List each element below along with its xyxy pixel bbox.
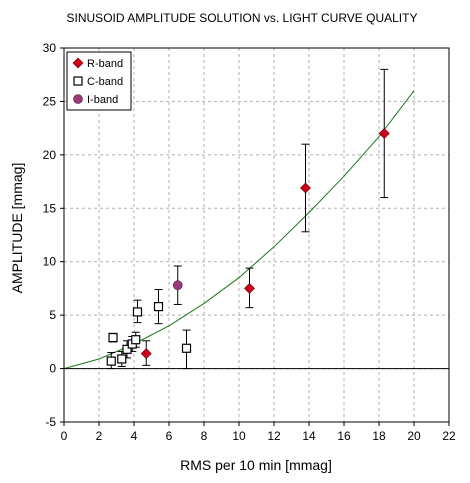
data-points (106, 128, 390, 366)
data-point-square (106, 356, 116, 366)
data-point-diamond (244, 283, 255, 294)
x-tick-label: 6 (166, 429, 173, 443)
y-axis-label: AMPLITUDE [mmag] (9, 163, 25, 294)
grid-lines (64, 48, 449, 422)
x-tick-label: 18 (372, 429, 386, 443)
data-point-diamond (378, 128, 390, 139)
data-point-square (122, 344, 132, 354)
error-bars (107, 68, 389, 370)
x-tick-label: 8 (201, 429, 208, 443)
x-tick-label: 14 (302, 429, 316, 443)
data-point-square (131, 335, 141, 345)
y-tick-label: 25 (43, 94, 57, 108)
y-tick-label: -5 (45, 415, 56, 429)
legend-marker-square (73, 76, 83, 86)
y-tick-label: 15 (43, 201, 57, 215)
legend-label: R-band (87, 58, 123, 70)
x-tick-label: 10 (232, 429, 246, 443)
data-point-square (108, 332, 118, 343)
x-tick-label: 4 (131, 429, 138, 443)
x-tick-label: 20 (407, 429, 421, 443)
x-axis-label: RMS per 10 min [mmag] (180, 457, 332, 473)
y-tick-label: 20 (43, 148, 57, 162)
y-tick-label: 30 (43, 41, 57, 55)
x-tick-label: 0 (61, 429, 68, 443)
y-tick-label: 5 (49, 308, 56, 322)
trend-line (63, 90, 415, 370)
y-tick-label: 10 (43, 255, 57, 269)
data-point-square (153, 301, 164, 312)
x-tick-label: 16 (337, 429, 351, 443)
legend-marker-circle (73, 94, 83, 104)
y-tick-label: 0 (49, 362, 56, 376)
plot-frame (63, 47, 450, 423)
plot-border (63, 47, 450, 423)
x-tick-label: 22 (442, 429, 456, 443)
data-point-square (117, 354, 127, 364)
data-point-circle (172, 280, 183, 291)
data-point-diamond (300, 182, 311, 194)
x-tick-labels: 0 2 4 6 8 10 12 14 16 18 20 22 (61, 422, 456, 443)
y-tick-labels: -5 0 5 10 15 20 25 30 (43, 41, 64, 429)
legend-label: C-band (87, 76, 123, 88)
x-tick-label: 12 (267, 429, 281, 443)
x-tick-label: 2 (96, 429, 103, 443)
legend-marker-diamond (72, 57, 84, 69)
data-point-square (132, 307, 143, 317)
legend-label: I-band (87, 94, 118, 106)
legend: R-band C-band I-band (66, 51, 132, 111)
trend-curve (63, 90, 415, 370)
data-point-diamond (140, 348, 152, 360)
chart-title: SINUSOID AMPLITUDE SOLUTION vs. LIGHT CU… (67, 11, 418, 25)
data-point-square (181, 343, 192, 353)
